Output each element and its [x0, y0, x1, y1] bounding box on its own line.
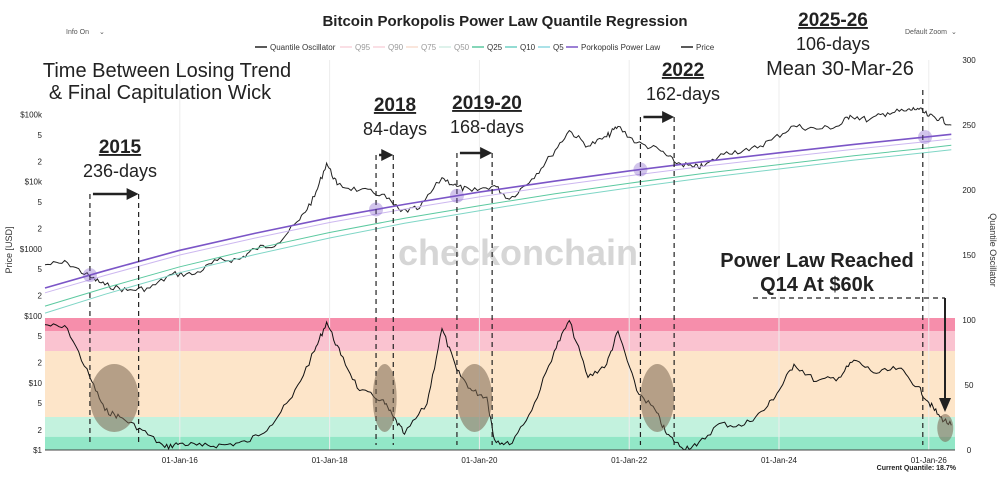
x-tick-label: 01-Jan-18: [312, 456, 349, 465]
y-tick-label-left: 5: [38, 265, 43, 274]
y-tick-label-right: 50: [965, 381, 974, 390]
series-line-q25: [44, 144, 952, 307]
current-capitulation-ellipse: [937, 414, 954, 442]
oscillator-band-0: [45, 318, 955, 332]
legend-label: Q25: [487, 43, 503, 52]
legend-label: Q75: [421, 43, 437, 52]
y-tick-label-left: $10k: [25, 178, 43, 187]
info-on-button[interactable]: Info On: [66, 29, 89, 36]
intro-label-line1: Time Between Losing Trend: [43, 60, 291, 82]
y-tick-label-left: 2: [38, 292, 43, 301]
y-tick-label-left: 2: [38, 359, 43, 368]
power-law-touch-marker: [918, 130, 933, 145]
series-line-quantile-oscillator: [44, 319, 952, 451]
current-quantile-label: Current Quantile: 18.7%: [877, 465, 957, 472]
capitulation-ellipse: [640, 364, 675, 432]
oscillator-band-3: [45, 417, 955, 437]
annotations: 2015 236-days 2018 84-days 2019-20 168-days 20…: [43, 10, 951, 412]
y-tick-label-right: 0: [967, 446, 972, 455]
y-axis-label-right: Quantile Oscillator: [988, 213, 998, 287]
zoom-dropdown-icon[interactable]: ⌄: [951, 29, 957, 36]
legend-label: Q5: [553, 43, 564, 52]
event-days-label: 84-days: [363, 119, 427, 139]
y-tick-label-left: 2: [38, 158, 43, 167]
y-axis-label-left: Price [USD]: [4, 226, 14, 273]
power-law-touch-marker: [82, 268, 97, 283]
event-days-label: 236-days: [83, 161, 157, 181]
event-days-label: 162-days: [646, 84, 720, 104]
y-tick-label-left: $100: [24, 312, 42, 321]
duration-arrow-head: [126, 188, 139, 200]
y-tick-label-left: $10: [29, 379, 43, 388]
axes: 01-Jan-16 01-Jan-18 01-Jan-20 01-Jan-22 01-J…: [20, 56, 976, 465]
power-law-note-arrow-head: [939, 398, 951, 412]
event-year-label: 2015: [99, 137, 142, 158]
legend-label: Q50: [454, 43, 470, 52]
y-tick-label-left: 2: [38, 426, 43, 435]
y-tick-label-left: $1: [33, 446, 42, 455]
duration-arrow-head: [662, 111, 675, 123]
series-line-q10: [44, 149, 952, 314]
event-year-label: 2022: [662, 60, 704, 81]
duration-arrow-head: [480, 147, 493, 159]
series-line-q50: [44, 138, 952, 294]
power-law-note-line2: Q14 At $60k: [760, 274, 875, 296]
legend-label: Q10: [520, 43, 536, 52]
chart-title: Bitcoin Porkopolis Power Law Quantile Re…: [322, 13, 687, 30]
capitulation-ellipses: [82, 90, 954, 445]
legend-label: Price: [696, 43, 715, 52]
event-days-label: 168-days: [450, 117, 524, 137]
legend: Quantile Oscillator Q95 Q90 Q75 Q50 Q25 Q10 Q5 P…: [255, 43, 715, 52]
x-tick-label: 01-Jan-26: [911, 456, 948, 465]
event-year-label: 2019-20: [452, 93, 522, 114]
power-law-touch-marker: [633, 162, 648, 177]
legend-label: Q90: [388, 43, 404, 52]
gridlines: [179, 60, 930, 450]
oscillator-bands: [45, 318, 955, 450]
series-line-price: [44, 106, 952, 293]
default-zoom-button[interactable]: Default Zoom: [905, 29, 947, 36]
legend-label: Quantile Oscillator: [270, 43, 336, 52]
event-year-label: 2018: [374, 95, 416, 116]
y-tick-label-right: 150: [962, 251, 976, 260]
y-tick-label-left: $100k: [20, 111, 43, 120]
legend-label: Porkopolis Power Law: [581, 43, 660, 52]
oscillator-band-1: [45, 331, 955, 351]
event-mean-label: Mean 30-Mar-26: [766, 58, 914, 80]
y-tick-label-left: 5: [38, 332, 43, 341]
y-tick-label-right: 250: [962, 121, 976, 130]
capitulation-ellipse: [372, 364, 397, 432]
series-line-porkopolis-power-law: [44, 133, 952, 289]
x-tick-label: 01-Jan-22: [611, 456, 648, 465]
watermark: checkonchain: [398, 232, 638, 273]
x-tick-label: 01-Jan-20: [461, 456, 498, 465]
y-tick-label-right: 200: [962, 186, 976, 195]
y-tick-label-left: $1000: [20, 245, 43, 254]
power-law-note-line1: Power Law Reached: [720, 250, 913, 272]
y-tick-label-left: 5: [38, 131, 43, 140]
series-group: [44, 106, 952, 451]
capitulation-ellipse: [456, 364, 493, 432]
duration-arrow-head: [381, 149, 394, 161]
y-tick-label-right: 100: [962, 316, 976, 325]
power-law-touch-marker: [449, 188, 464, 203]
y-tick-label-right: 300: [962, 56, 976, 65]
event-days-label: 106-days: [796, 34, 870, 54]
x-tick-label: 01-Jan-24: [761, 456, 798, 465]
intro-label-line2: & Final Capitulation Wick: [49, 82, 272, 104]
y-tick-label-left: 5: [38, 399, 43, 408]
y-tick-label-left: 5: [38, 198, 43, 207]
event-year-label: 2025-26: [798, 10, 868, 31]
capitulation-ellipse: [89, 364, 139, 432]
power-law-touch-marker: [369, 202, 384, 217]
x-tick-label: 01-Jan-16: [162, 456, 199, 465]
legend-label: Q95: [355, 43, 371, 52]
y-tick-label-left: 2: [38, 225, 43, 234]
oscillator-band-2: [45, 351, 955, 417]
info-dropdown-icon[interactable]: ⌄: [99, 29, 105, 36]
